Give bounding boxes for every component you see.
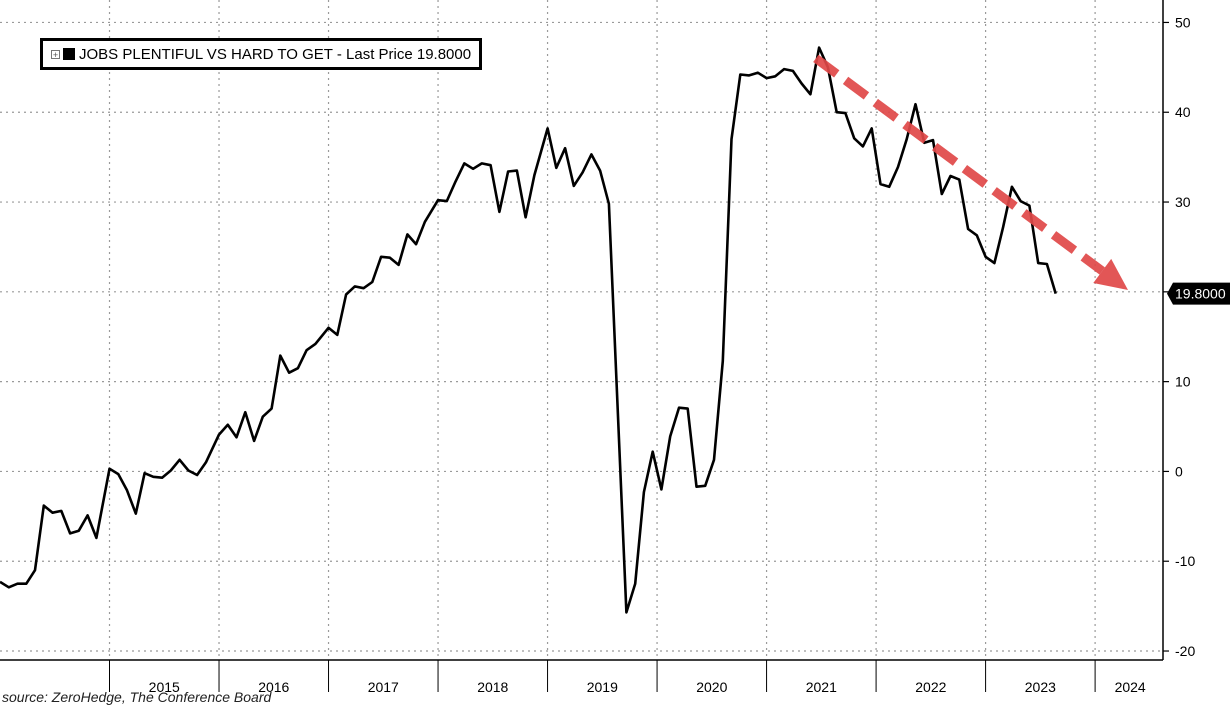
last-price-tag-group: 19.8000 (1167, 282, 1230, 305)
x-tick-label: 2021 (806, 679, 837, 695)
legend: + JOBS PLENTIFUL VS HARD TO GET - Last P… (40, 38, 483, 70)
series-layer (0, 46, 1057, 614)
x-tick-label: 2024 (1115, 679, 1146, 695)
y-tick-label: 10 (1175, 374, 1191, 390)
x-tick-label: 2018 (477, 679, 508, 695)
y-tick-label: 50 (1175, 14, 1191, 30)
y-tick-label: 40 (1175, 104, 1191, 120)
x-tick-label: 2017 (368, 679, 399, 695)
trend-arrow-head (1093, 258, 1128, 290)
x-tick-label: 2015 (149, 679, 180, 695)
legend-expand-icon[interactable]: + (51, 49, 60, 60)
legend-swatch-icon (63, 48, 75, 60)
trend-arrow-shaft (813, 54, 1105, 275)
trend-annotation (813, 54, 1128, 290)
x-tick-label: 2023 (1025, 679, 1056, 695)
x-tick-label: 2016 (258, 679, 289, 695)
axes: 50 40 30 10 0 -10 -20 2015 2016 2017 2018 2019 2020 2… (0, 0, 1195, 695)
y-tick-label: -10 (1175, 553, 1195, 569)
grid (0, 0, 1163, 660)
series-line (0, 46, 1057, 614)
last-price-tag (1167, 282, 1230, 305)
y-tick-label: -20 (1175, 643, 1195, 659)
y-tick-label: 0 (1175, 463, 1183, 479)
legend-label: JOBS PLENTIFUL VS HARD TO GET - Last Pri… (79, 45, 472, 63)
x-tick-label: 2019 (587, 679, 618, 695)
source-note: source: ZeroHedge, The Conference Board (2, 689, 272, 705)
y-tick-label: 30 (1175, 194, 1191, 210)
x-tick-label: 2022 (915, 679, 946, 695)
x-tick-label: 2020 (696, 679, 727, 695)
last-price-value: 19.8000 (1175, 286, 1226, 302)
